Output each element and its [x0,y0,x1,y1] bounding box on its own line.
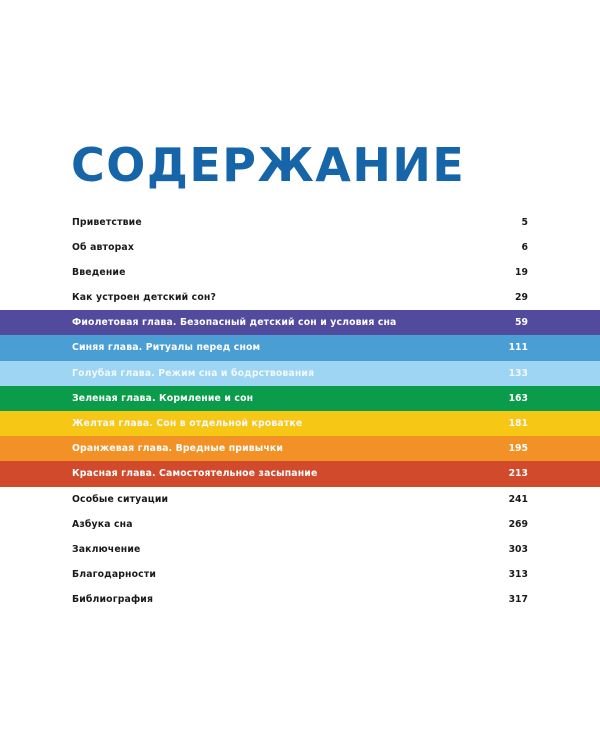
toc-entry-label: Приветствие [72,216,142,228]
toc-entry-special-situations[interactable]: Особые ситуации 241 [0,487,600,512]
toc-entry-greeting[interactable]: Приветствие 5 [0,210,600,235]
toc-entry-page-number: 133 [508,367,528,379]
toc-entry-label: Желтая глава. Сон в отдельной кроватке [72,418,303,429]
toc-entry-yellow-chapter[interactable]: Желтая глава. Сон в отдельной кроватке 1… [0,411,600,437]
toc-entry-page-number: 6 [521,241,528,253]
toc-entry-page-number: 59 [515,317,528,329]
toc-entry-label: Введение [72,266,126,278]
toc-entry-red-chapter[interactable]: Красная глава. Самостоятельное засыпание… [0,461,600,487]
toc-entry-label: Особые ситуации [72,493,169,505]
toc-entry-page-number: 19 [515,266,528,278]
toc-entry-orange-chapter[interactable]: Оранжевая глава. Вредные привычки 195 [0,436,600,462]
toc-entry-sleep-abc[interactable]: Азбука сна 269 [0,512,600,537]
toc-entry-label: Синяя глава. Ритуалы перед сном [72,342,261,354]
toc-entry-page-number: 163 [508,392,528,404]
toc-entry-page-number: 111 [508,342,528,354]
toc-list: Приветствие 5 Об авторах 6 Введение 19 К… [0,210,600,613]
toc-entry-label: Благодарности [72,569,157,581]
toc-entry-introduction[interactable]: Введение 19 [0,260,600,285]
toc-entry-conclusion[interactable]: Заключение 303 [0,537,600,562]
toc-entry-label: Фиолетовая глава. Безопасный детский сон… [72,317,397,329]
toc-entry-label: Заключение [72,543,141,555]
toc-entry-label: Оранжевая глава. Вредные привычки [72,443,284,455]
toc-entry-about-authors[interactable]: Об авторах 6 [0,235,600,260]
toc-entry-page-number: 195 [508,443,528,455]
page-title: СОДЕРЖАНИЕ [71,138,466,192]
toc-entry-label: Об авторах [72,241,134,253]
toc-entry-label: Красная глава. Самостоятельное засыпание [72,468,318,480]
toc-entry-label: Голубая глава. Режим сна и бодрствования [72,367,315,379]
toc-entry-light-blue-chapter[interactable]: Голубая глава. Режим сна и бодрствования… [0,360,600,386]
toc-entry-page-number: 181 [508,418,528,429]
toc-entry-label: Как устроен детский сон? [72,292,216,304]
toc-entry-page-number: 303 [508,543,528,555]
toc-entry-label: Библиография [72,594,154,606]
toc-entry-how-sleep-works[interactable]: Как устроен детский сон? 29 [0,285,600,310]
toc-entry-bibliography[interactable]: Библиография 317 [0,587,600,612]
toc-entry-page-number: 269 [508,518,528,530]
toc-entry-acknowledgements[interactable]: Благодарности 313 [0,562,600,587]
toc-entry-page-number: 313 [508,569,528,581]
toc-entry-page-number: 317 [508,594,528,606]
toc-entry-label: Азбука сна [72,518,133,530]
toc-entry-page-number: 241 [508,493,528,505]
toc-entry-blue-chapter[interactable]: Синяя глава. Ритуалы перед сном 111 [0,335,600,361]
toc-entry-page-number: 5 [521,216,528,228]
toc-entry-label: Зеленая глава. Кормление и сон [72,392,254,404]
toc-entry-violet-chapter[interactable]: Фиолетовая глава. Безопасный детский сон… [0,310,600,336]
toc-entry-page-number: 29 [515,292,528,304]
toc-entry-green-chapter[interactable]: Зеленая глава. Кормление и сон 163 [0,385,600,411]
toc-entry-page-number: 213 [508,468,528,480]
